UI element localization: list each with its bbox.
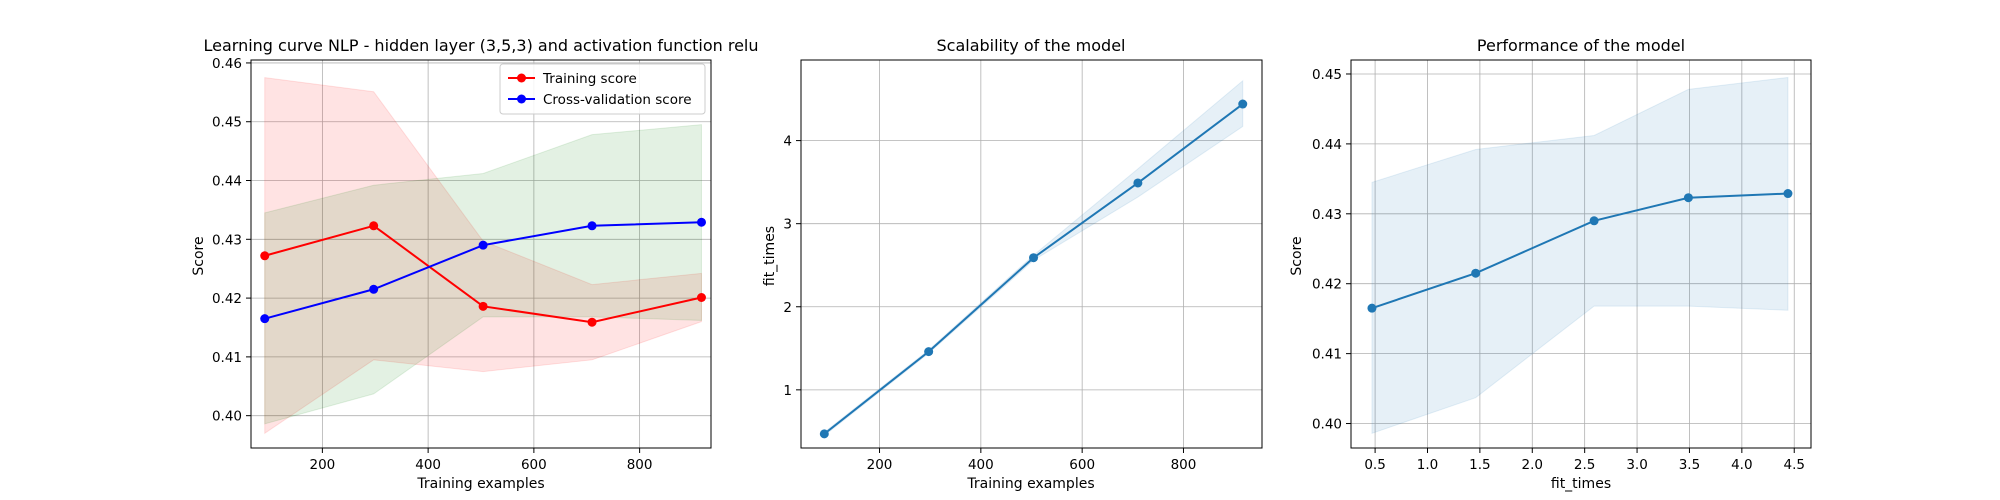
x-tick-label: 2.5: [1574, 457, 1595, 473]
x-tick-label: 4.0: [1731, 457, 1752, 473]
x-tick-label: 0.5: [1364, 457, 1385, 473]
x-tick-label: 600: [1069, 457, 1095, 473]
performance-ylabel: Score: [1289, 236, 1305, 275]
y-tick-label: 0.45: [1312, 67, 1342, 83]
x-tick-label: 200: [867, 457, 893, 473]
x-tick-label: 3.0: [1626, 457, 1647, 473]
data-point: [924, 347, 934, 357]
learning-curve-ylabel: Score: [191, 236, 207, 275]
legend-marker-training: [517, 73, 526, 83]
scalability-ylabel: fit_times: [762, 226, 778, 286]
y-tick-label: 0.44: [1312, 137, 1342, 153]
y-tick-label: 0.42: [212, 291, 242, 307]
legend-label-cross-validation: Cross-validation score: [543, 92, 692, 108]
y-tick-label: 3: [783, 217, 792, 233]
data-point: [1783, 189, 1793, 199]
confidence-band: [1371, 76, 1789, 435]
scalability-plot-area: [796, 59, 1263, 453]
y-tick-label: 1: [783, 383, 792, 399]
performance-ticks: 0.5 1.0 1.5 2.0 2.5 3.0 3.5 4.0 4.5 0.40…: [1312, 67, 1805, 473]
x-tick-label: 800: [627, 457, 653, 473]
data-point: [260, 251, 270, 261]
performance-plot-area: [1346, 59, 1812, 453]
x-tick-label: 400: [968, 457, 994, 473]
confidence-band: [264, 124, 702, 425]
x-tick-label: 600: [521, 457, 547, 473]
y-tick-label: 0.45: [212, 115, 242, 131]
data-point: [696, 293, 706, 303]
data-point: [1133, 178, 1143, 188]
y-tick-label: 2: [783, 300, 792, 316]
learning-curve-panel: Learning curve NLP - hidden layer (3,5,3…: [191, 36, 759, 492]
data-point: [369, 221, 379, 231]
data-point: [369, 284, 379, 294]
data-point: [1029, 253, 1039, 263]
y-tick-label: 4: [783, 134, 792, 150]
data-point: [1471, 268, 1481, 278]
scalability-panel: Scalability of the model Training exampl…: [762, 36, 1263, 492]
data-point: [260, 314, 270, 324]
legend-label-training: Training score: [542, 71, 637, 87]
y-tick-label: 0.43: [212, 232, 242, 248]
x-tick-label: 4.5: [1783, 457, 1804, 473]
legend: Training score Cross-validation score: [499, 63, 706, 115]
x-tick-label: 1.0: [1417, 457, 1438, 473]
confidence-band: [264, 77, 702, 435]
learning-curve-plot-area: [246, 59, 712, 453]
data-point: [1589, 216, 1599, 226]
y-tick-label: 0.44: [212, 174, 242, 190]
y-tick-label: 0.41: [1312, 347, 1342, 363]
y-tick-label: 0.40: [212, 409, 242, 425]
data-point: [696, 217, 706, 227]
x-tick-label: 800: [1171, 457, 1197, 473]
data-point: [819, 429, 829, 439]
y-tick-label: 0.40: [1312, 417, 1342, 433]
performance-xlabel: fit_times: [1551, 476, 1611, 492]
learning-curve-ticks: 200 400 600 800 0.40 0.41 0.42 0.43 0.44…: [212, 56, 653, 473]
x-tick-label: 200: [309, 457, 335, 473]
axes-frame: [250, 59, 712, 449]
x-tick-label: 1.5: [1469, 457, 1490, 473]
data-point: [1683, 193, 1693, 203]
scalability-title: Scalability of the model: [937, 36, 1126, 55]
scalability-ticks: 200 400 600 800 1 2 3 4: [783, 134, 1196, 473]
learning-curve-xlabel: Training examples: [416, 476, 544, 492]
data-point: [587, 317, 597, 327]
x-tick-label: 400: [415, 457, 441, 473]
scalability-xlabel: Training examples: [966, 476, 1094, 492]
performance-title: Performance of the model: [1477, 36, 1685, 55]
y-tick-label: 0.41: [212, 350, 242, 366]
legend-box: [499, 63, 706, 115]
legend-marker-cross-validation: [517, 94, 526, 104]
y-tick-label: 0.43: [1312, 207, 1342, 223]
y-tick-label: 0.42: [1312, 277, 1342, 293]
axes-frame: [800, 59, 1263, 449]
data-point: [1367, 303, 1377, 313]
x-tick-label: 3.5: [1679, 457, 1700, 473]
data-point: [1238, 99, 1248, 109]
y-tick-label: 0.46: [212, 56, 242, 72]
data-point: [587, 221, 597, 231]
learning-curve-title: Learning curve NLP - hidden layer (3,5,3…: [203, 36, 758, 55]
performance-panel: Performance of the model fit_times Score…: [1289, 36, 1812, 492]
data-point: [478, 301, 488, 311]
x-tick-label: 2.0: [1522, 457, 1543, 473]
data-point: [478, 240, 488, 250]
axes-frame: [1350, 59, 1812, 449]
